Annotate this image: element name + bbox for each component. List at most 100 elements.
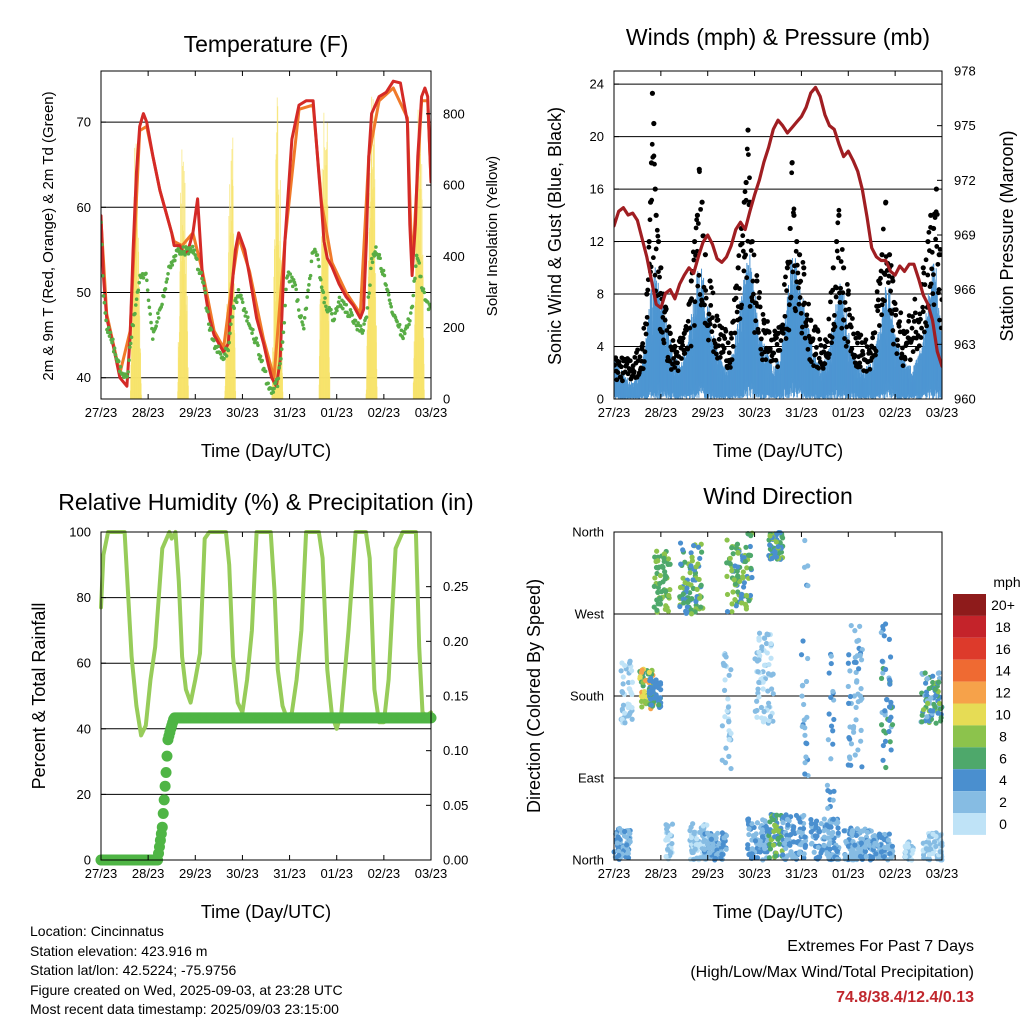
gust-point <box>793 248 799 254</box>
x-tick-label: 31/23 <box>273 405 306 420</box>
gust-point <box>659 329 665 335</box>
dewpoint-point <box>226 348 231 353</box>
gust-point <box>641 359 647 364</box>
direction-point <box>722 662 728 668</box>
direction-point <box>629 716 635 722</box>
gust-peak-point <box>702 252 708 258</box>
direction-point <box>763 640 770 647</box>
direction-point <box>857 853 864 859</box>
gust-peak-point <box>901 330 908 336</box>
direction-point <box>688 550 694 556</box>
dewpoint-point <box>206 309 210 314</box>
dewpoint-point <box>161 294 166 299</box>
gust-point <box>874 289 880 295</box>
gust-point <box>655 233 661 239</box>
direction-point <box>742 558 749 565</box>
direction-point <box>748 565 754 571</box>
direction-point <box>627 837 633 844</box>
gust-point <box>747 303 753 309</box>
direction-point <box>830 797 836 803</box>
gust-peak-point <box>745 127 751 133</box>
direction-point <box>755 669 761 675</box>
dewpoint-point <box>156 311 160 316</box>
direction-point <box>887 851 893 857</box>
y2-tick-label: 972 <box>954 173 976 188</box>
gust-point <box>707 321 713 327</box>
gust-point <box>906 318 912 324</box>
direction-point <box>719 723 725 729</box>
gust-point <box>804 312 810 318</box>
direction-point <box>698 582 704 588</box>
gust-point <box>712 341 718 346</box>
gust-point <box>897 319 903 325</box>
gust-point <box>796 285 801 291</box>
direction-point <box>723 846 729 852</box>
gust-point <box>689 296 694 302</box>
direction-point <box>808 817 814 823</box>
dewpoint-point <box>410 304 415 309</box>
direction-point <box>849 831 855 837</box>
dewpoint-point <box>230 315 235 319</box>
dewpoint-point <box>251 327 255 332</box>
direction-point <box>854 678 860 684</box>
gust-point <box>631 369 637 375</box>
direction-point <box>735 589 741 595</box>
direction-point <box>796 829 802 835</box>
y2-tick-label: 0.15 <box>443 689 468 704</box>
direction-point <box>824 782 831 788</box>
gust-peak-point <box>855 330 861 336</box>
dewpoint-point <box>294 287 298 292</box>
gust-point <box>693 225 699 231</box>
direction-point <box>615 834 621 840</box>
direction-point <box>685 598 691 604</box>
direction-point <box>614 840 620 846</box>
direction-point <box>773 853 779 859</box>
y-tick-label: 8 <box>597 287 604 302</box>
y-tick-label: 60 <box>77 200 91 215</box>
y-tick-label: 20 <box>590 129 604 144</box>
gust-point <box>736 286 742 291</box>
gust-point <box>739 302 745 308</box>
gust-point <box>902 356 908 362</box>
y2-tick-label: 800 <box>443 106 465 121</box>
direction-point <box>616 825 623 832</box>
y2-tick-label: 600 <box>443 178 465 193</box>
gust-point <box>712 323 718 329</box>
gust-point <box>625 371 631 377</box>
dewpoint-point <box>302 326 306 331</box>
direction-point <box>738 591 745 597</box>
direction-point <box>756 649 762 655</box>
gust-point <box>818 342 824 348</box>
gust-point <box>849 346 855 352</box>
dewpoint-point <box>372 254 377 258</box>
direction-point <box>770 842 777 848</box>
direction-point <box>699 549 705 555</box>
gust-point <box>618 364 624 370</box>
dewpoint-point <box>354 323 359 328</box>
gust-point <box>674 349 680 355</box>
direction-point <box>700 823 706 829</box>
dewpoint-point <box>193 253 197 257</box>
direction-point <box>886 831 892 837</box>
gust-point <box>913 329 919 335</box>
gust-point <box>708 303 714 308</box>
direction-point <box>768 641 774 647</box>
gust-point <box>739 241 745 246</box>
y-tick-label: 50 <box>77 285 91 300</box>
direction-point <box>759 834 766 840</box>
dewpoint-point <box>370 260 375 265</box>
gust-point <box>900 345 905 351</box>
x-tick-label: 03/23 <box>415 405 448 420</box>
direction-point <box>727 555 733 561</box>
gust-peak-point <box>707 278 713 284</box>
direction-point <box>813 824 819 831</box>
gust-peak-point <box>879 252 885 258</box>
dewpoint-point <box>111 349 116 354</box>
x-tick-label: 31/23 <box>785 405 818 420</box>
direction-point <box>687 570 693 576</box>
gust-point <box>729 335 734 341</box>
direction-point <box>756 839 762 845</box>
dewpoint-point <box>417 261 422 265</box>
gust-point <box>837 299 843 305</box>
dewpoint-point <box>377 252 382 257</box>
